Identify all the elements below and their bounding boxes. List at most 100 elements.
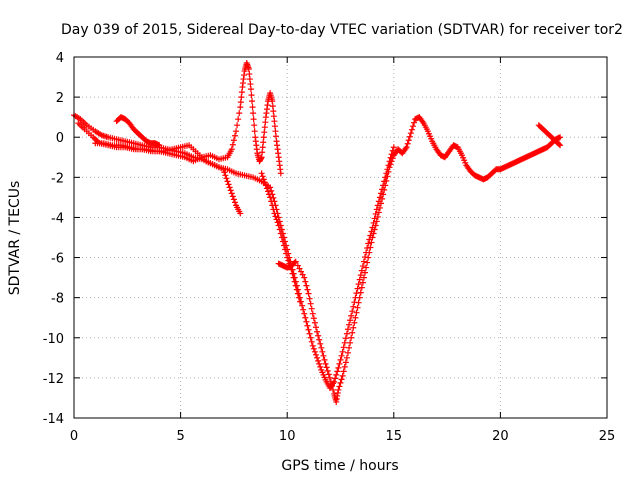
y-tick-label: 0 [56,131,64,146]
plot-frame [73,56,608,419]
data-point [251,128,258,135]
data-point [325,371,332,378]
data-point [269,103,276,110]
data-point [310,315,317,322]
data-point [355,299,362,306]
series-tor2-c [294,114,564,405]
data-point [231,199,238,206]
data-point [372,210,379,217]
data-point [269,98,276,105]
data-point [261,129,268,136]
data-point [371,226,378,233]
data-point [314,328,321,335]
data-point [223,175,230,182]
data-point [337,356,344,363]
data-point [339,372,346,379]
data-point [344,326,351,333]
data-point [374,213,381,220]
data-point [291,259,298,266]
data-point [335,386,342,393]
data-point [347,317,354,324]
data-point [411,119,418,126]
data-point [340,368,347,375]
data-point [235,116,242,123]
data-point [318,344,325,351]
data-point [314,354,321,361]
series-tor2-g [535,122,564,149]
data-point [343,330,350,337]
data-point [315,332,322,339]
data-point [234,122,241,129]
data-point [299,302,306,309]
x-tick-label: 10 [279,429,296,444]
y-tick-label: -4 [51,211,64,226]
y-tick-label: 2 [56,91,64,106]
data-point [282,246,289,253]
data-point [258,154,265,161]
data-point [265,188,272,195]
data-point [342,335,349,342]
data-point [228,190,235,197]
data-point [354,304,361,311]
data-point [356,294,363,301]
data-point [283,250,290,257]
data-point [356,276,363,283]
data-point [274,219,281,226]
data-point [346,344,353,351]
data-point [343,354,350,361]
data-point [373,206,380,213]
data-point [328,382,335,389]
data-point [249,98,256,105]
data-point [279,238,286,245]
data-point [267,194,274,201]
data-point [357,272,364,279]
data-point [259,173,266,180]
data-point [335,364,342,371]
data-point [273,216,280,223]
data-point [312,324,319,331]
data-point [285,257,292,264]
data-point [332,375,339,382]
data-point [351,319,358,326]
data-point [387,161,394,168]
data-point [260,176,267,183]
data-point [294,262,301,269]
data-point [250,110,257,117]
data-point [350,303,357,310]
data-point [248,92,255,99]
data-point [228,146,235,153]
data-point [259,144,266,151]
data-point [281,242,288,249]
data-point [303,318,310,325]
data-point [353,309,360,316]
data-point [269,202,276,209]
chart-title: Day 039 of 2015, Sidereal Day-to-day VTE… [61,22,623,38]
data-point [403,144,410,151]
data-point [340,344,347,351]
data-point [369,234,376,241]
data-point [260,134,267,141]
data-point [304,322,311,329]
data-point [309,310,316,317]
data-point [308,305,315,312]
data-point [322,360,329,367]
data-point [337,379,344,386]
data-point [305,290,312,297]
data-point [376,204,383,211]
data-point [381,186,388,193]
data-point [290,274,297,281]
data-point [233,128,240,135]
data-point [336,360,343,367]
data-point [301,310,308,317]
data-point [316,360,323,367]
data-point [310,345,317,352]
grid-lines [74,57,607,418]
data-point [348,334,355,341]
data-point [383,177,390,184]
data-point [278,234,285,241]
data-point [407,130,414,137]
data-point [319,348,326,355]
x-tick-label: 0 [70,429,78,444]
y-tick-label: 4 [56,51,64,66]
